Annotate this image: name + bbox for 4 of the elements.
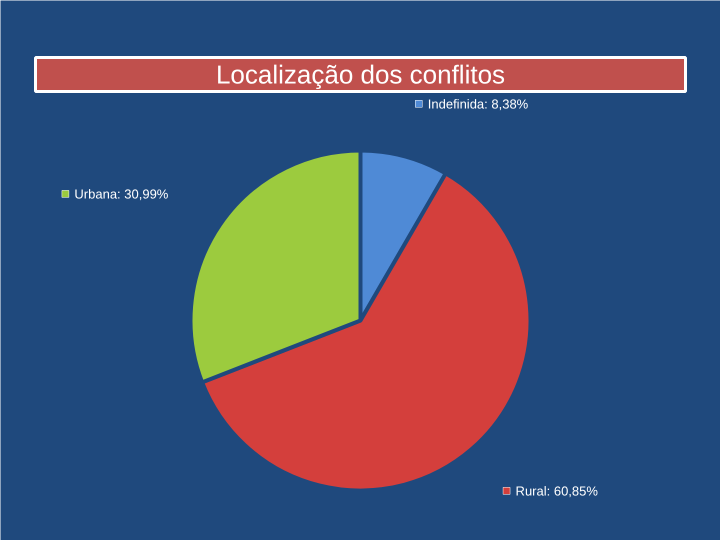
legend-label: Indefinida: 8,38% xyxy=(428,96,529,112)
chart-title: Localização dos conflitos xyxy=(216,60,506,90)
legend-label: Urbana: 30,99% xyxy=(74,186,169,202)
legend-label: Rural: 60,85% xyxy=(516,483,598,498)
